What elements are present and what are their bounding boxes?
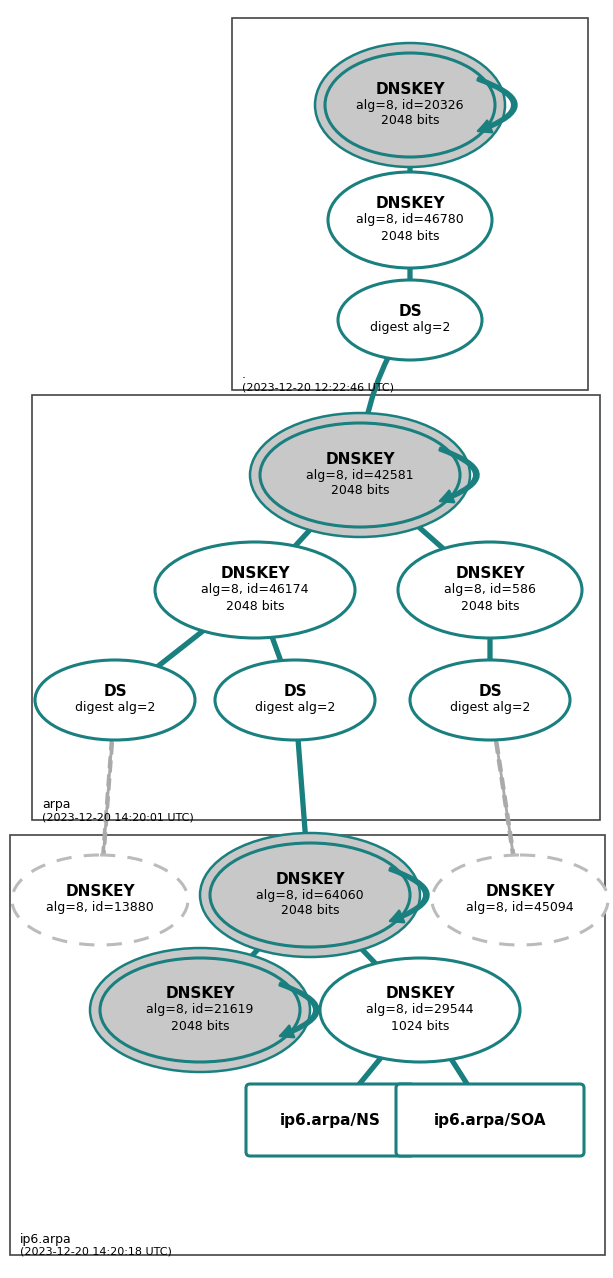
- FancyArrowPatch shape: [389, 868, 428, 923]
- Text: DNSKEY: DNSKEY: [325, 451, 395, 466]
- Text: alg=8, id=42581: alg=8, id=42581: [306, 469, 414, 482]
- Ellipse shape: [338, 280, 482, 360]
- Text: DNSKEY: DNSKEY: [220, 566, 290, 581]
- Text: DNSKEY: DNSKEY: [485, 884, 555, 900]
- Text: 2048 bits: 2048 bits: [171, 1020, 229, 1033]
- Text: digest alg=2: digest alg=2: [450, 702, 530, 714]
- Text: 2048 bits: 2048 bits: [331, 484, 389, 497]
- Text: ip6.arpa: ip6.arpa: [20, 1233, 72, 1246]
- Ellipse shape: [432, 855, 608, 944]
- FancyBboxPatch shape: [246, 1084, 414, 1157]
- Text: 2048 bits: 2048 bits: [281, 905, 339, 918]
- Ellipse shape: [325, 52, 495, 157]
- FancyArrowPatch shape: [364, 478, 485, 585]
- Text: alg=8, id=13880: alg=8, id=13880: [46, 901, 154, 915]
- Text: (2023-12-20 12:22:46 UTC): (2023-12-20 12:22:46 UTC): [242, 382, 394, 392]
- FancyArrowPatch shape: [404, 227, 416, 313]
- Text: (2023-12-20 14:20:18 UTC): (2023-12-20 14:20:18 UTC): [20, 1247, 172, 1258]
- Text: alg=8, id=46780: alg=8, id=46780: [356, 213, 464, 226]
- FancyArrowPatch shape: [355, 325, 407, 468]
- Text: .: .: [242, 368, 246, 381]
- Ellipse shape: [215, 659, 375, 740]
- Text: digest alg=2: digest alg=2: [255, 702, 335, 714]
- Text: alg=8, id=45094: alg=8, id=45094: [466, 901, 574, 915]
- Text: 2048 bits: 2048 bits: [381, 230, 440, 243]
- FancyArrowPatch shape: [260, 479, 356, 585]
- FancyArrowPatch shape: [404, 112, 416, 213]
- Ellipse shape: [315, 43, 505, 167]
- Ellipse shape: [328, 173, 492, 268]
- Ellipse shape: [155, 542, 355, 638]
- FancyArrowPatch shape: [256, 596, 294, 694]
- Text: 2048 bits: 2048 bits: [461, 599, 519, 612]
- Text: alg=8, id=46174: alg=8, id=46174: [201, 584, 309, 597]
- Text: DNSKEY: DNSKEY: [165, 987, 235, 1002]
- Text: DNSKEY: DNSKEY: [455, 566, 525, 581]
- Text: ip6.arpa/NS: ip6.arpa/NS: [280, 1113, 381, 1127]
- Ellipse shape: [35, 659, 195, 740]
- FancyBboxPatch shape: [396, 1084, 584, 1157]
- Text: alg=8, id=20326: alg=8, id=20326: [356, 98, 464, 111]
- FancyArrowPatch shape: [422, 1015, 486, 1114]
- Text: alg=8, id=21619: alg=8, id=21619: [147, 1003, 254, 1016]
- Text: digest alg=2: digest alg=2: [370, 322, 450, 335]
- Text: DNSKEY: DNSKEY: [375, 82, 445, 97]
- Text: DNSKEY: DNSKEY: [375, 197, 445, 211]
- FancyArrowPatch shape: [280, 983, 319, 1038]
- Ellipse shape: [200, 833, 420, 957]
- Text: digest alg=2: digest alg=2: [75, 702, 155, 714]
- Text: (2023-12-20 14:20:01 UTC): (2023-12-20 14:20:01 UTC): [42, 812, 194, 822]
- FancyArrowPatch shape: [294, 707, 314, 888]
- Text: DNSKEY: DNSKEY: [275, 872, 345, 887]
- Ellipse shape: [90, 948, 310, 1072]
- Text: DS: DS: [103, 685, 127, 699]
- FancyArrowPatch shape: [484, 597, 497, 693]
- FancyArrowPatch shape: [121, 593, 250, 695]
- Text: DNSKEY: DNSKEY: [65, 884, 135, 900]
- Text: alg=8, id=586: alg=8, id=586: [444, 584, 536, 597]
- Ellipse shape: [250, 413, 470, 537]
- Ellipse shape: [210, 843, 410, 947]
- FancyArrowPatch shape: [205, 898, 306, 1005]
- Text: DS: DS: [478, 685, 502, 699]
- Text: DS: DS: [398, 304, 422, 320]
- Bar: [10, 835, 605, 1255]
- Ellipse shape: [12, 855, 188, 944]
- Text: DS: DS: [283, 685, 307, 699]
- Ellipse shape: [260, 423, 460, 527]
- Ellipse shape: [410, 659, 570, 740]
- FancyArrowPatch shape: [95, 707, 116, 893]
- Text: 2048 bits: 2048 bits: [381, 115, 440, 128]
- Text: ip6.arpa/SOA: ip6.arpa/SOA: [434, 1113, 546, 1127]
- Bar: [32, 395, 600, 820]
- Text: arpa: arpa: [42, 797, 70, 812]
- FancyArrowPatch shape: [335, 1015, 417, 1114]
- Text: DNSKEY: DNSKEY: [385, 987, 455, 1002]
- Ellipse shape: [100, 958, 300, 1062]
- Ellipse shape: [320, 958, 520, 1062]
- Text: 1024 bits: 1024 bits: [391, 1020, 449, 1033]
- Ellipse shape: [398, 542, 582, 638]
- Bar: [232, 18, 588, 390]
- Text: 2048 bits: 2048 bits: [226, 599, 284, 612]
- FancyArrowPatch shape: [314, 898, 415, 1005]
- FancyArrowPatch shape: [440, 447, 479, 502]
- FancyArrowPatch shape: [490, 707, 524, 893]
- Text: alg=8, id=64060: alg=8, id=64060: [256, 888, 364, 901]
- Text: alg=8, id=29544: alg=8, id=29544: [366, 1003, 474, 1016]
- FancyArrowPatch shape: [478, 78, 517, 132]
